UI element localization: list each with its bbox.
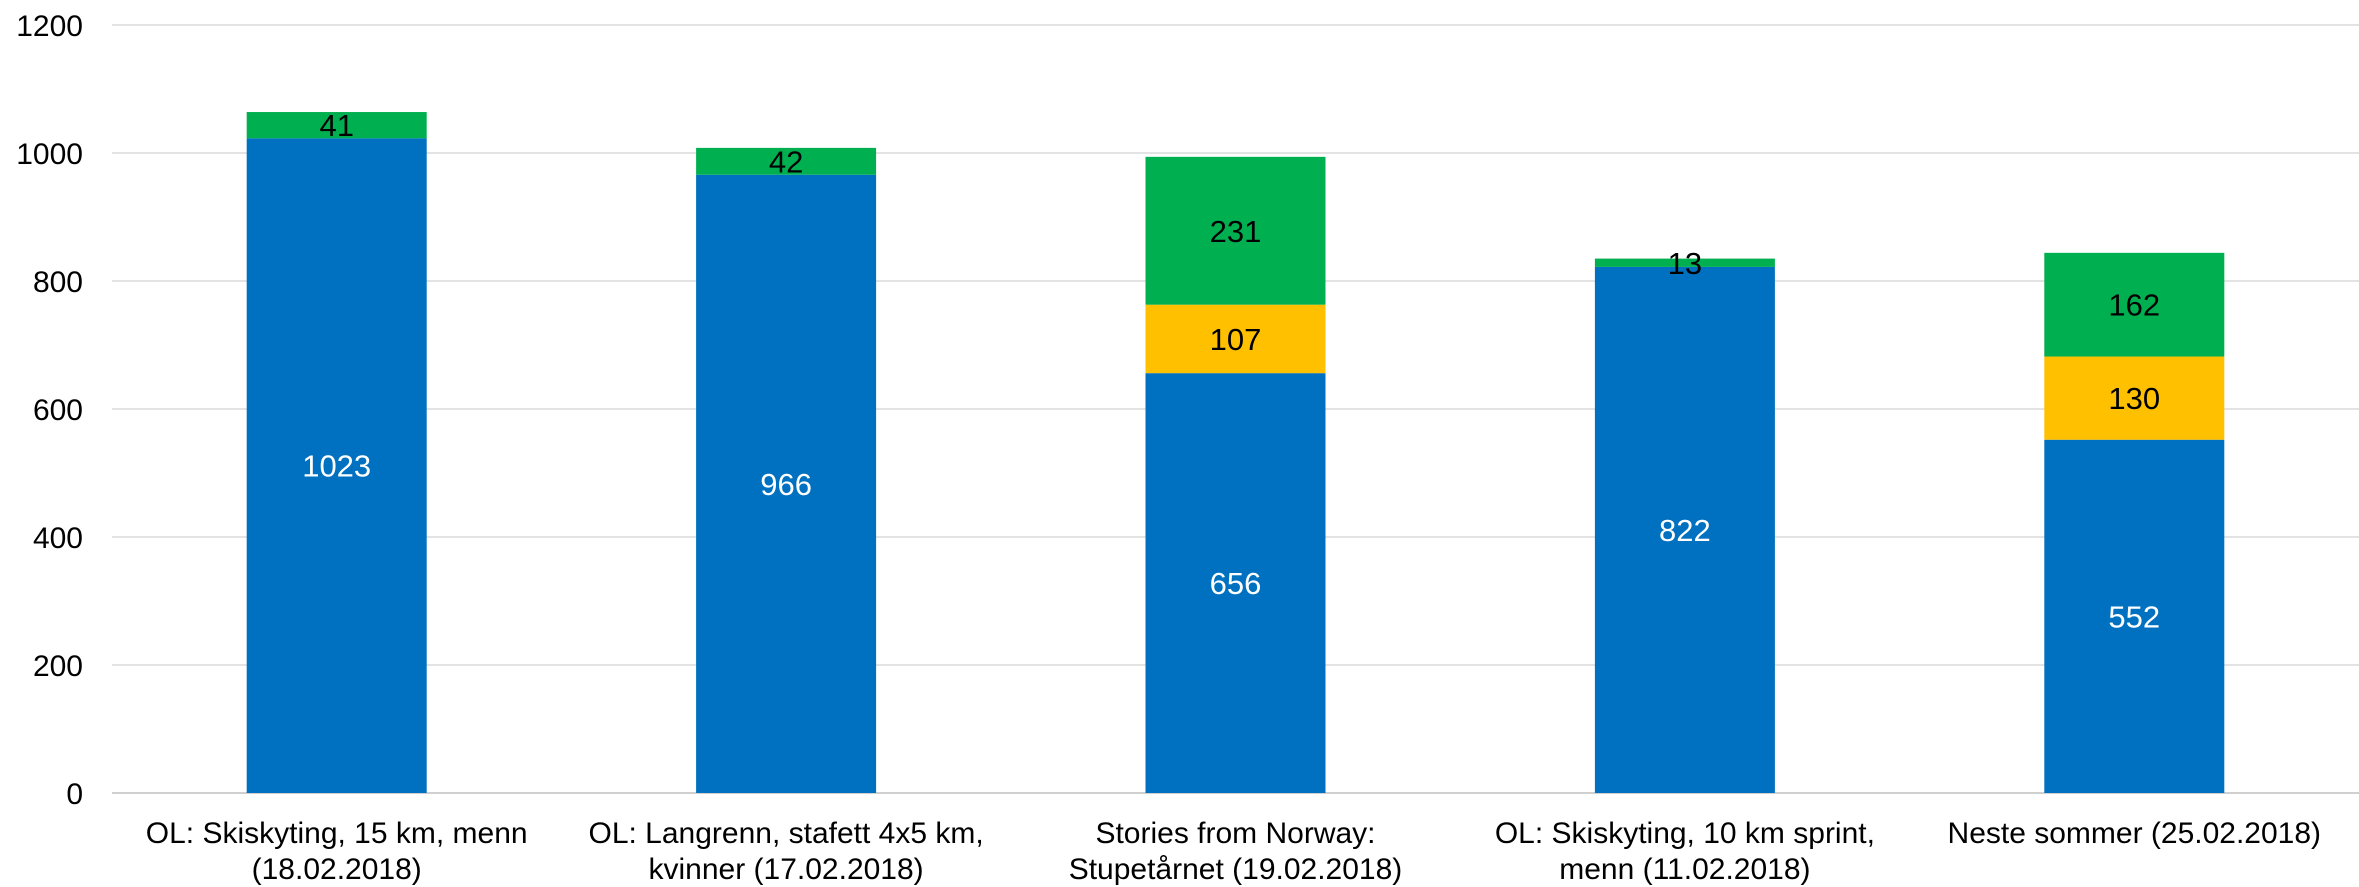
x-category-label: Stories from Norway: — [1095, 817, 1375, 850]
data-label: 130 — [2108, 381, 2160, 416]
data-label: 41 — [319, 108, 353, 143]
x-category-label: menn (11.02.2018) — [1559, 853, 1810, 886]
bar-segment — [1145, 304, 1326, 374]
bar-segment — [2044, 356, 2225, 440]
bar-segment — [696, 174, 877, 793]
y-tick-label: 200 — [33, 650, 83, 683]
x-category-label: OL: Langrenn, stafett 4x5 km, — [588, 817, 983, 850]
bar-segment — [1594, 258, 1775, 267]
x-category-label: Stupetårnet (19.02.2018) — [1069, 853, 1403, 886]
bar-segment — [1594, 266, 1775, 793]
bar-segment — [696, 147, 877, 175]
data-label: 42 — [769, 144, 803, 179]
data-label: 107 — [1210, 322, 1262, 357]
y-tick-label: 600 — [33, 394, 83, 427]
bars — [246, 112, 2225, 793]
data-label: 1023 — [302, 449, 371, 484]
y-tick-label: 400 — [33, 522, 83, 555]
data-label: 231 — [1210, 214, 1262, 249]
data-labels: 1023 41 966 42 656 107 231 822 13 552 130 162 — [302, 108, 2160, 634]
x-axis: OL: Skiskyting, 15 km, menn(18.02.2018) O… — [146, 817, 2321, 886]
data-label: 822 — [1659, 513, 1711, 548]
x-category-label: Neste sommer (25.02.2018) — [1948, 817, 2322, 850]
data-label: 552 — [2108, 599, 2160, 634]
y-tick-label: 800 — [33, 266, 83, 299]
bar-segment — [1145, 156, 1326, 305]
data-label: 162 — [2108, 288, 2160, 323]
data-label: 966 — [760, 467, 812, 502]
x-category-label: kvinner (17.02.2018) — [649, 853, 924, 886]
bar-segment — [2044, 252, 2225, 357]
x-category-label: (18.02.2018) — [252, 853, 422, 886]
bar-segment — [246, 138, 427, 793]
data-label: 656 — [1210, 566, 1262, 601]
x-category-label: OL: Skiskyting, 10 km sprint, — [1495, 817, 1875, 850]
y-axis: 0 200 400 600 800 1000 1200 — [16, 10, 83, 811]
y-tick-label: 1000 — [16, 138, 83, 171]
x-category-label: OL: Skiskyting, 15 km, menn — [146, 817, 528, 850]
bar-segment — [246, 112, 427, 139]
data-label: 13 — [1668, 246, 1702, 281]
bar-segment — [1145, 373, 1326, 793]
y-tick-label: 0 — [66, 778, 83, 811]
y-tick-label: 1200 — [16, 10, 83, 43]
bar-segment — [2044, 439, 2225, 793]
